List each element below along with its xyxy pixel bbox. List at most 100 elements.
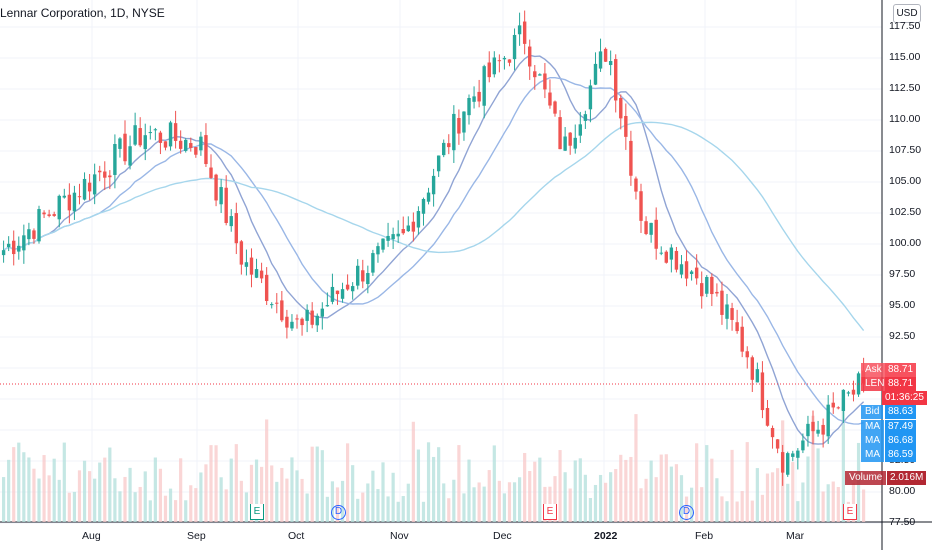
candle <box>816 420 820 437</box>
symbol-title[interactable]: Lennar Corporation, 1D, NYSE <box>0 6 165 20</box>
candle <box>280 291 284 323</box>
volume-bar <box>447 498 451 522</box>
volume-bar <box>841 406 845 522</box>
currency-button[interactable]: USD <box>893 4 921 23</box>
volume-bar <box>103 457 107 522</box>
candle <box>229 209 233 232</box>
volume-bar <box>644 478 648 522</box>
volume-bar <box>401 496 405 522</box>
candle <box>27 222 31 246</box>
candle <box>457 109 461 145</box>
volume-bar <box>654 477 658 522</box>
price-tick-label: 95.00 <box>889 299 916 311</box>
volume-bar <box>598 474 603 522</box>
volume-bar <box>158 468 163 522</box>
volume-bar <box>224 489 228 522</box>
candle <box>345 274 350 291</box>
volume-bar <box>320 450 324 522</box>
candle <box>573 124 577 154</box>
price-tick-label: 77.50 <box>889 516 916 528</box>
candle <box>563 127 567 151</box>
volume-bar <box>604 482 608 522</box>
candle <box>52 211 56 217</box>
candle <box>578 111 583 143</box>
volume-bar <box>826 484 830 522</box>
candle <box>12 230 16 266</box>
candle <box>219 179 223 214</box>
volume-bar <box>710 458 714 522</box>
volume-bar <box>396 501 400 522</box>
volume-bar <box>351 465 355 522</box>
volume-bar <box>280 467 284 522</box>
earnings-marker-icon[interactable]: E <box>250 504 264 520</box>
candle <box>750 355 755 392</box>
volume-bar <box>695 443 699 522</box>
volume-bar <box>821 491 825 522</box>
candle <box>98 165 102 182</box>
candle <box>356 259 360 290</box>
candle <box>244 249 249 276</box>
candle <box>558 110 562 150</box>
volume-bar <box>765 473 770 522</box>
time-tick-label: Sep <box>187 530 206 542</box>
candle <box>128 135 132 170</box>
price-tag-value: 01:36:25 <box>882 391 927 405</box>
price-tick-label: 100.00 <box>889 237 922 249</box>
time-tick-label: Mar <box>786 530 805 542</box>
volume-bar <box>244 492 249 522</box>
volume-bars <box>2 406 866 522</box>
volume-bar <box>194 488 198 522</box>
candle <box>194 146 198 158</box>
candle <box>624 103 628 150</box>
volume-bar <box>290 457 294 522</box>
candle <box>796 448 800 470</box>
dividend-marker-icon[interactable]: D <box>679 505 694 520</box>
candle <box>22 224 26 264</box>
volume-bar <box>219 477 223 522</box>
candle <box>619 94 623 130</box>
candle <box>386 222 390 247</box>
price-tag-key: MA <box>861 420 884 434</box>
volume-bar <box>452 479 456 522</box>
volume-bar <box>174 500 178 522</box>
candle <box>593 52 598 86</box>
volume-bar <box>629 456 633 522</box>
volume-bar <box>507 482 512 522</box>
earnings-marker-icon[interactable]: E <box>843 504 857 520</box>
volume-bar <box>52 458 56 522</box>
volume-bar <box>32 468 36 522</box>
volume-bar <box>563 472 567 522</box>
volume-bar <box>153 457 157 522</box>
volume-bar <box>37 478 41 522</box>
volume-bar <box>376 489 380 522</box>
candle <box>189 137 193 152</box>
candle <box>133 112 137 146</box>
candle <box>436 155 441 177</box>
dividend-marker-icon[interactable]: D <box>331 505 346 520</box>
candle <box>755 362 760 383</box>
volume-bar <box>391 472 395 522</box>
candle <box>462 111 466 141</box>
volume-bar <box>786 483 790 522</box>
volume-bar <box>492 445 496 522</box>
volume-bar <box>467 459 471 522</box>
price-tick-label: 80.00 <box>889 485 916 497</box>
earnings-marker-icon[interactable]: E <box>543 504 557 520</box>
volume-bar <box>416 449 421 522</box>
candle <box>350 282 355 300</box>
candle <box>330 273 335 305</box>
candle <box>421 197 426 226</box>
candle <box>851 380 856 402</box>
volume-bar <box>776 468 780 522</box>
volume-bar <box>760 494 765 522</box>
candle <box>92 163 97 205</box>
candle <box>406 216 411 232</box>
volume-bar <box>265 419 269 522</box>
candle <box>649 222 653 243</box>
candle <box>846 390 851 397</box>
candle <box>720 281 724 325</box>
candle <box>477 79 481 108</box>
volume-bar <box>588 497 593 522</box>
price-tag-key: MA <box>861 434 884 448</box>
